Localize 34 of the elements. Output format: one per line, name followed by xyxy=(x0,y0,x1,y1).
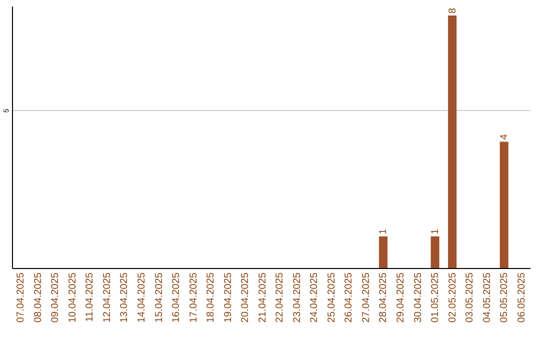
x-tick-label: 10.04.2025 xyxy=(67,272,78,323)
x-tick-label: 29.04.2025 xyxy=(396,272,406,323)
x-tick-label: 20.04.2025 xyxy=(240,272,252,323)
x-tick-label: 15.04.2025 xyxy=(154,272,165,323)
data-label: 8 xyxy=(447,7,458,14)
x-tick-label: 04.05.2025 xyxy=(482,272,493,323)
data-label: 1 xyxy=(378,228,390,234)
x-tick-label: 18.04.2025 xyxy=(206,272,217,323)
x-tick-label: 28.04.2025 xyxy=(378,272,390,323)
x-tick-label: 11.04.2025 xyxy=(84,272,96,322)
x-tick-label: 09.04.2025 xyxy=(50,272,62,323)
x-tick-label: 12.04.2025 xyxy=(102,272,113,323)
x-tick-label: 24.04.2025 xyxy=(309,272,320,323)
x-tick-label: 16.04.2025 xyxy=(171,272,182,323)
x-tick-label: 19.04.2025 xyxy=(222,272,234,323)
x-tick-label: 07.04.2025 xyxy=(16,272,27,323)
x-tick-label: 13.04.2025 xyxy=(119,272,130,323)
x-tick-label: 22.04.2025 xyxy=(274,272,286,323)
x-tick-label: 03.05.2025 xyxy=(464,272,476,323)
x-tick-label: 27.04.2025 xyxy=(360,272,372,323)
x-tick-label: 17.04.2025 xyxy=(188,272,200,323)
x-tick-label: 21.04.2025 xyxy=(257,272,268,323)
x-tick-label: 30.04.2025 xyxy=(412,272,424,323)
data-label: 1 xyxy=(430,228,442,234)
x-tick-label: 25.04.2025 xyxy=(326,272,338,323)
x-tick-label: 06.05.2025 xyxy=(516,272,528,323)
x-tick-label: 14.04.2025 xyxy=(136,272,148,323)
x-tick-label: 02.05.2025 xyxy=(447,272,458,323)
x-tick-label: 01.05.2025 xyxy=(430,272,442,323)
x-tick-label: 26.04.2025 xyxy=(344,272,355,323)
x-tick-label: 08.04.2025 xyxy=(32,272,44,323)
x-tick-label: 05.05.2025 xyxy=(499,272,510,323)
x-tick-label: 23.04.2025 xyxy=(292,272,303,323)
data-label: 4 xyxy=(499,134,510,140)
